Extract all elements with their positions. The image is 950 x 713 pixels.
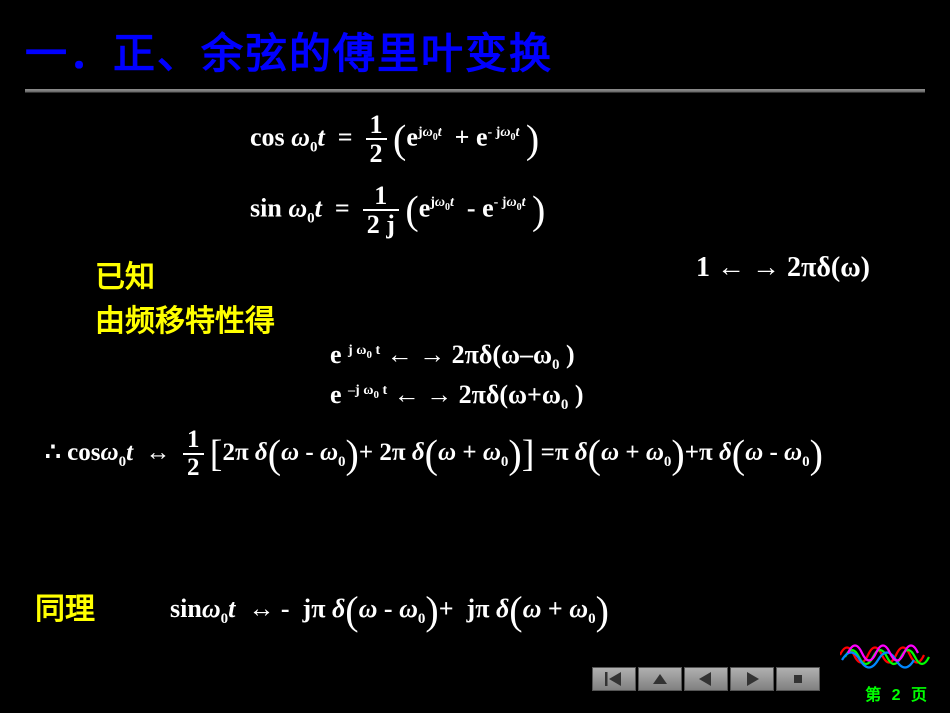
nav-next-button[interactable] [730, 667, 774, 691]
nav-prev-button[interactable] [684, 667, 728, 691]
sin-transform-result: sinω0t ↔ - jπ δ(ω - ω0)+ jπ δ(ω + ω0) [170, 594, 609, 628]
nav-first-button[interactable] [592, 667, 636, 691]
page-number: 第 2 页 [865, 681, 930, 705]
cos-transform-result: ∴ cosω0t ↔ 12 [2π δ(ω - ω0)+ 2π δ(ω + ω0… [45, 427, 925, 482]
sin-euler-identity: sin ω0t = 12 j (ejω0t - e- jω0t ) [250, 182, 925, 239]
shift-positive: e j ω0 t ← → 2πδ(ω–ω0 ) [330, 340, 925, 374]
shift-negative: e –j ω0 t ← → 2πδ(ω+ω0 ) [330, 380, 925, 414]
nav-bar [592, 667, 820, 691]
similarly-label: 同理 [35, 584, 95, 628]
known-label: 已知 由频移特性得 [95, 252, 275, 340]
nav-stop-button[interactable] [776, 667, 820, 691]
title-divider [25, 89, 925, 93]
nav-up-button[interactable] [638, 667, 682, 691]
wave-decoration-icon [840, 635, 930, 675]
unity-transform: 1 ← → 2πδ(ω) [696, 252, 870, 284]
slide-title: 一．正、余弦的傅里叶变换 [25, 20, 925, 81]
cos-euler-identity: cos ω0t = 12 (ejω0t + e- jω0t ) [250, 111, 925, 168]
